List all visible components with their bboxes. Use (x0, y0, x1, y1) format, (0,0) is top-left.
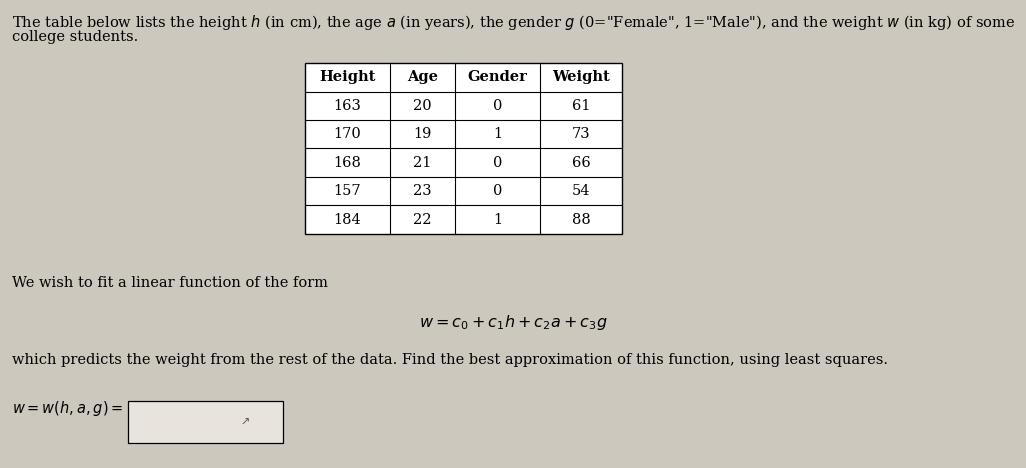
Text: Weight: Weight (552, 70, 609, 84)
Text: $w = c_0 + c_1h + c_2a + c_3g$: $w = c_0 + c_1h + c_2a + c_3g$ (419, 313, 607, 332)
Text: 1: 1 (492, 127, 502, 141)
Text: 184: 184 (333, 213, 361, 227)
Text: 170: 170 (333, 127, 361, 141)
Text: 157: 157 (333, 184, 361, 198)
Text: 61: 61 (571, 99, 590, 113)
Text: 163: 163 (333, 99, 361, 113)
Text: 19: 19 (413, 127, 432, 141)
Text: $w = w(h, a, g) =$: $w = w(h, a, g) =$ (12, 398, 123, 417)
Text: 20: 20 (413, 99, 432, 113)
Text: 168: 168 (333, 156, 361, 170)
Text: 73: 73 (571, 127, 590, 141)
Text: The table below lists the height $h$ (in cm), the age $a$ (in years), the gender: The table below lists the height $h$ (in… (12, 13, 1015, 32)
Text: 0: 0 (492, 156, 502, 170)
Text: 22: 22 (413, 213, 432, 227)
Text: 23: 23 (413, 184, 432, 198)
Text: 1: 1 (492, 213, 502, 227)
Text: 54: 54 (571, 184, 590, 198)
Text: 66: 66 (571, 156, 590, 170)
Text: $\nearrow$: $\nearrow$ (238, 417, 250, 427)
Text: 21: 21 (413, 156, 432, 170)
Text: 0: 0 (492, 99, 502, 113)
Text: Gender: Gender (468, 70, 527, 84)
FancyBboxPatch shape (305, 63, 622, 234)
Text: college students.: college students. (12, 30, 139, 44)
Text: Age: Age (407, 70, 438, 84)
Text: 0: 0 (492, 184, 502, 198)
Text: which predicts the weight from the rest of the data. Find the best approximation: which predicts the weight from the rest … (12, 353, 887, 367)
Text: We wish to fit a linear function of the form: We wish to fit a linear function of the … (12, 276, 328, 290)
Text: 88: 88 (571, 213, 590, 227)
Text: Height: Height (319, 70, 376, 84)
FancyBboxPatch shape (128, 401, 283, 443)
